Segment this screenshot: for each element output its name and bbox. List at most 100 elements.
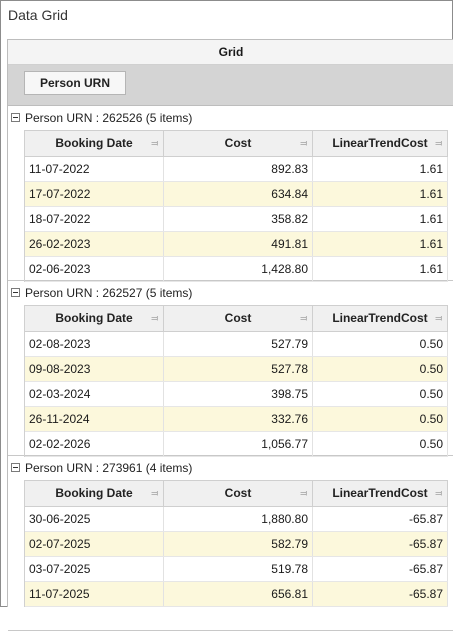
- cell-linear-trend-cost[interactable]: 1.61: [313, 257, 448, 281]
- pin-icon[interactable]: ⫤: [300, 488, 307, 498]
- table-row[interactable]: 26-02-2023 491.81 1.61: [25, 232, 448, 257]
- cell-cost[interactable]: 634.84: [164, 182, 313, 206]
- pin-icon[interactable]: ⫤: [151, 313, 158, 323]
- column-header-linear-trend-cost[interactable]: LinearTrendCost ⫤: [313, 131, 448, 156]
- table-row[interactable]: 11-07-2022 892.83 1.61: [25, 157, 448, 182]
- cell-booking-date[interactable]: 18-07-2022: [25, 207, 164, 231]
- cell-booking-date[interactable]: 09-08-2023: [25, 357, 164, 381]
- cell-cost[interactable]: 656.81: [164, 582, 313, 606]
- collapse-icon[interactable]: [11, 113, 20, 123]
- table-row[interactable]: 02-02-2026 1,056.77 0.50: [25, 432, 448, 457]
- pin-icon[interactable]: ⫤: [435, 138, 442, 148]
- cell-linear-trend-cost[interactable]: -65.87: [313, 557, 448, 581]
- column-header-cost[interactable]: Cost ⫤: [164, 481, 313, 506]
- pin-icon[interactable]: ⫤: [435, 313, 442, 323]
- cell-linear-trend-cost[interactable]: 1.61: [313, 157, 448, 181]
- cell-booking-date[interactable]: 11-07-2022: [25, 157, 164, 181]
- table-row[interactable]: 26-11-2024 332.76 0.50: [25, 407, 448, 432]
- cell-booking-date[interactable]: 02-07-2025: [25, 532, 164, 556]
- cell-linear-trend-cost[interactable]: 1.61: [313, 232, 448, 256]
- cell-cost[interactable]: 582.79: [164, 532, 313, 556]
- cell-linear-trend-cost[interactable]: 0.50: [313, 357, 448, 381]
- cell-cost[interactable]: 491.81: [164, 232, 313, 256]
- column-header-label: Cost: [224, 311, 252, 325]
- cell-linear-trend-cost[interactable]: 1.61: [313, 182, 448, 206]
- sub-table: Booking Date ⫤ Cost ⫤ LinearTrendCost ⫤ 02-08-…: [24, 305, 448, 457]
- cell-cost[interactable]: 1,056.77: [164, 432, 313, 456]
- cell-booking-date[interactable]: 11-07-2025: [25, 582, 164, 606]
- cell-booking-date[interactable]: 17-07-2022: [25, 182, 164, 206]
- table-row[interactable]: 02-08-2023 527.79 0.50: [25, 332, 448, 357]
- column-header-label: Cost: [224, 136, 252, 150]
- cell-linear-trend-cost[interactable]: 0.50: [313, 432, 448, 456]
- group-header[interactable]: Person URN : 262527 (5 items): [11, 286, 192, 300]
- pin-icon[interactable]: ⫤: [151, 488, 158, 498]
- cell-linear-trend-cost[interactable]: -65.87: [313, 507, 448, 531]
- group-header[interactable]: Person URN : 262526 (5 items): [11, 111, 192, 125]
- cell-cost[interactable]: 1,428.80: [164, 257, 313, 281]
- sub-table: Booking Date ⫤ Cost ⫤ LinearTrendCost ⫤ 30-06-…: [24, 480, 448, 607]
- cell-booking-date[interactable]: 02-06-2023: [25, 257, 164, 281]
- cell-linear-trend-cost[interactable]: 0.50: [313, 407, 448, 431]
- column-header-cost[interactable]: Cost ⫤: [164, 131, 313, 156]
- pin-icon[interactable]: ⫤: [300, 313, 307, 323]
- cell-linear-trend-cost[interactable]: 1.61: [313, 207, 448, 231]
- group-by-chip-person-urn[interactable]: Person URN: [24, 71, 126, 95]
- table-row[interactable]: 17-07-2022 634.84 1.61: [25, 182, 448, 207]
- cell-cost[interactable]: 527.79: [164, 332, 313, 356]
- table-row[interactable]: 18-07-2022 358.82 1.61: [25, 207, 448, 232]
- cell-cost[interactable]: 358.82: [164, 207, 313, 231]
- column-header-row: Booking Date ⫤ Cost ⫤ LinearTrendCost ⫤: [25, 480, 448, 507]
- pin-icon[interactable]: ⫤: [435, 488, 442, 498]
- column-header-cost[interactable]: Cost ⫤: [164, 306, 313, 331]
- group-header[interactable]: Person URN : 273961 (4 items): [11, 461, 192, 475]
- cell-booking-date[interactable]: 26-11-2024: [25, 407, 164, 431]
- collapse-icon[interactable]: [11, 288, 20, 298]
- cell-cost[interactable]: 1,880.80: [164, 507, 313, 531]
- table-row[interactable]: 11-07-2025 656.81 -65.87: [25, 582, 448, 607]
- cell-cost[interactable]: 332.76: [164, 407, 313, 431]
- cell-linear-trend-cost[interactable]: -65.87: [313, 582, 448, 606]
- table-row[interactable]: 03-07-2025 519.78 -65.87: [25, 557, 448, 582]
- column-header-row: Booking Date ⫤ Cost ⫤ LinearTrendCost ⫤: [25, 130, 448, 157]
- cell-booking-date[interactable]: 26-02-2023: [25, 232, 164, 256]
- table-row[interactable]: 09-08-2023 527.78 0.50: [25, 357, 448, 382]
- column-header-linear-trend-cost[interactable]: LinearTrendCost ⫤: [313, 306, 448, 331]
- column-header-label: Booking Date: [55, 486, 133, 500]
- cell-booking-date[interactable]: 02-03-2024: [25, 382, 164, 406]
- column-header-label: Booking Date: [55, 136, 133, 150]
- group-label: Person URN : 262526 (5 items): [25, 111, 193, 125]
- cell-linear-trend-cost[interactable]: -65.87: [313, 532, 448, 556]
- column-header-booking-date[interactable]: Booking Date ⫤: [25, 481, 164, 506]
- column-header-label: LinearTrendCost: [332, 486, 428, 500]
- group-by-panel: Person URN: [8, 65, 453, 106]
- cell-cost[interactable]: 519.78: [164, 557, 313, 581]
- collapse-icon[interactable]: [11, 463, 20, 473]
- cell-booking-date[interactable]: 30-06-2025: [25, 507, 164, 531]
- column-header-label: Booking Date: [55, 311, 133, 325]
- table-row[interactable]: 02-07-2025 582.79 -65.87: [25, 532, 448, 557]
- column-header-row: Booking Date ⫤ Cost ⫤ LinearTrendCost ⫤: [25, 305, 448, 332]
- pin-icon[interactable]: ⫤: [300, 138, 307, 148]
- column-header-booking-date[interactable]: Booking Date ⫤: [25, 131, 164, 156]
- cell-booking-date[interactable]: 02-02-2026: [25, 432, 164, 456]
- cell-booking-date[interactable]: 03-07-2025: [25, 557, 164, 581]
- cell-cost[interactable]: 892.83: [164, 157, 313, 181]
- table-row[interactable]: 30-06-2025 1,880.80 -65.87: [25, 507, 448, 532]
- cell-linear-trend-cost[interactable]: 0.50: [313, 382, 448, 406]
- column-header-booking-date[interactable]: Booking Date ⫤: [25, 306, 164, 331]
- group-label: Person URN : 273961 (4 items): [25, 461, 193, 475]
- window-title: Data Grid: [8, 7, 68, 23]
- table-row[interactable]: 02-06-2023 1,428.80 1.61: [25, 257, 448, 282]
- pin-icon[interactable]: ⫤: [151, 138, 158, 148]
- cell-linear-trend-cost[interactable]: 0.50: [313, 332, 448, 356]
- cell-cost[interactable]: 398.75: [164, 382, 313, 406]
- column-header-linear-trend-cost[interactable]: LinearTrendCost ⫤: [313, 481, 448, 506]
- group-1: Person URN : 262527 (5 items) Booking Dat…: [8, 281, 453, 457]
- group-0: Person URN : 262526 (5 items) Booking Dat…: [8, 106, 453, 282]
- table-row[interactable]: 02-03-2024 398.75 0.50: [25, 382, 448, 407]
- column-header-label: Cost: [224, 486, 252, 500]
- grid-groups: Person URN : 262526 (5 items) Booking Dat…: [8, 106, 453, 631]
- cell-booking-date[interactable]: 02-08-2023: [25, 332, 164, 356]
- cell-cost[interactable]: 527.78: [164, 357, 313, 381]
